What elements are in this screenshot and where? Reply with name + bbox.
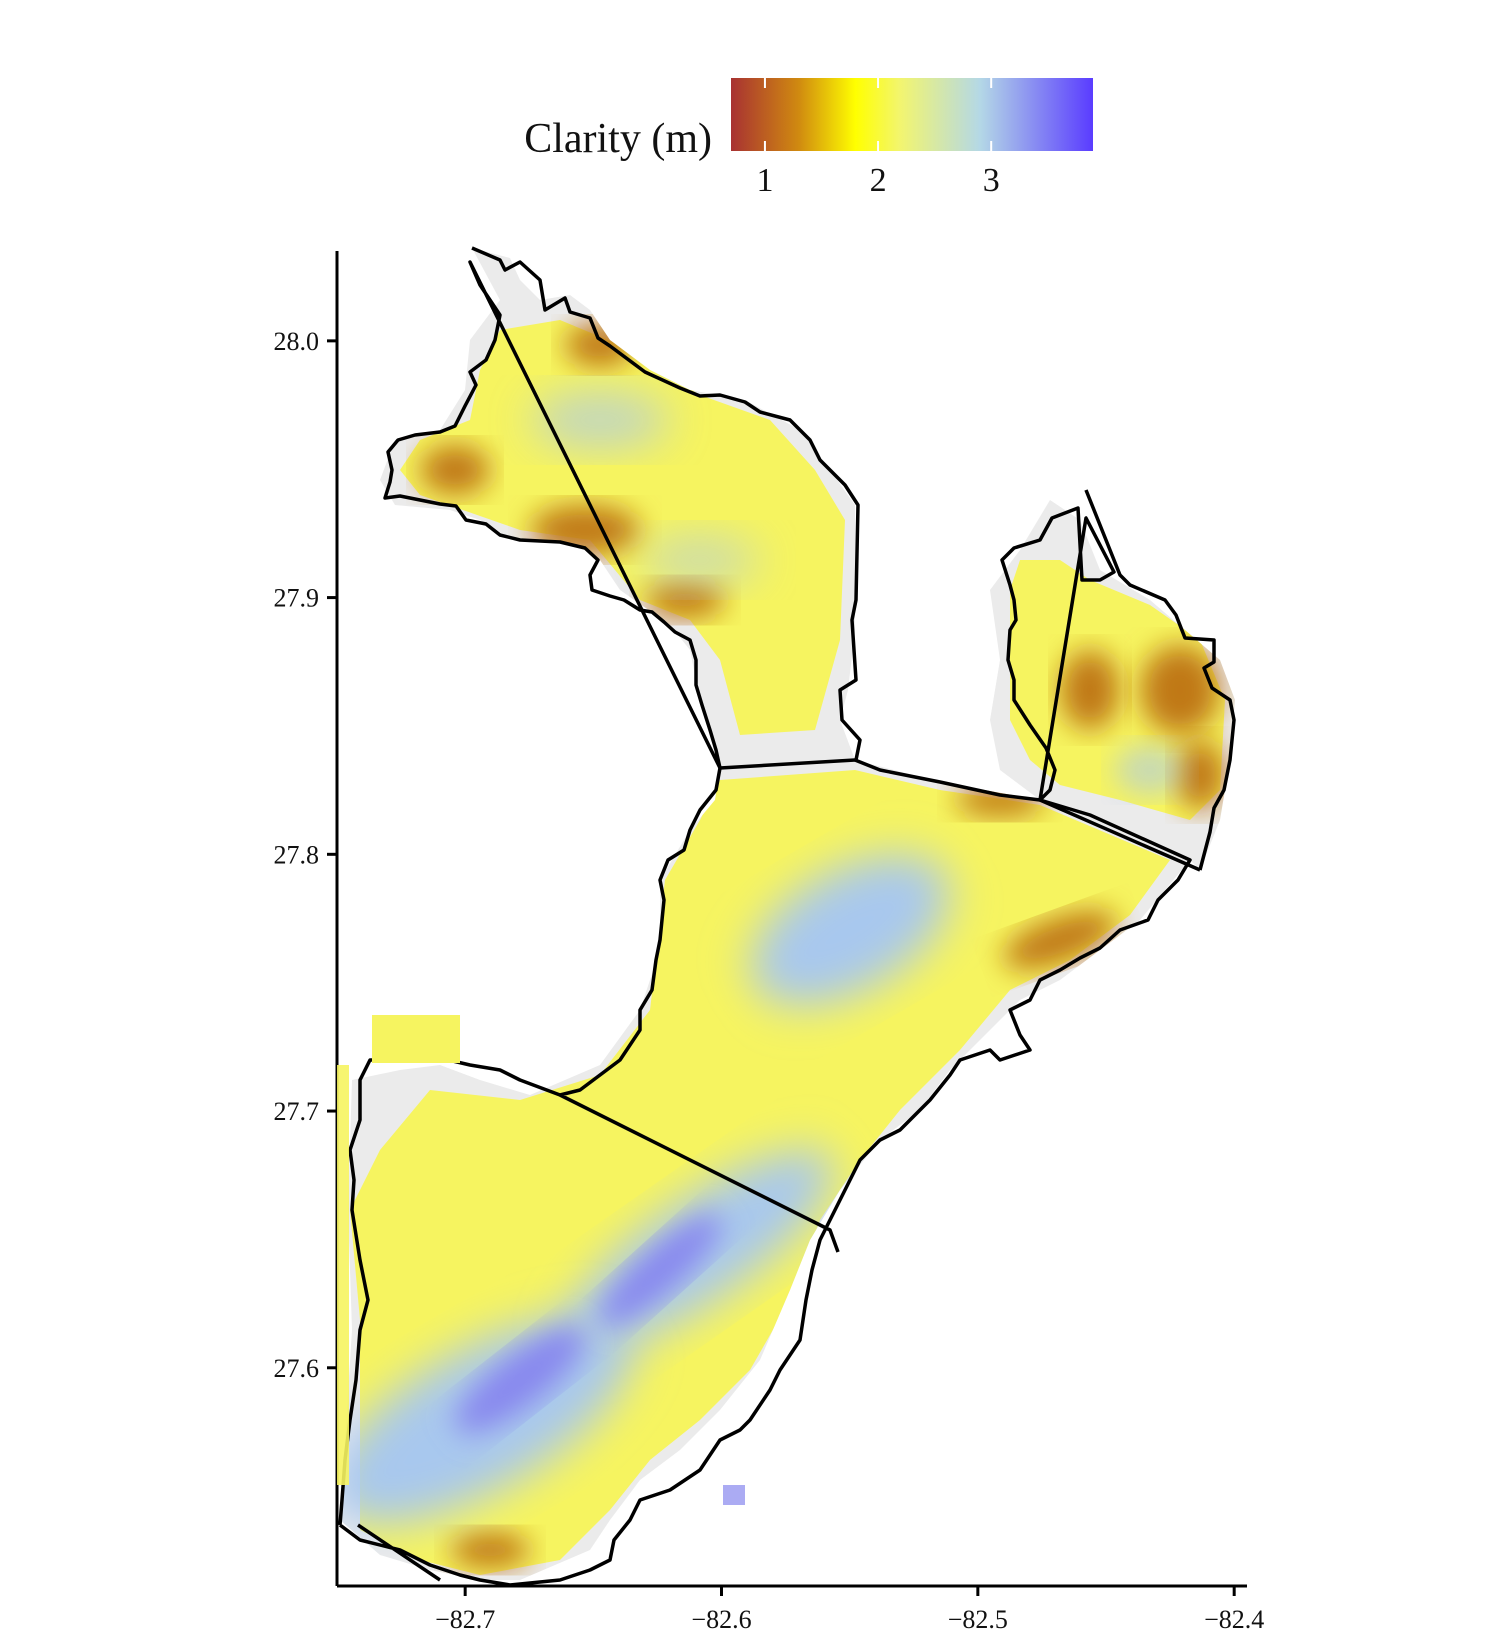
boundary-main [338,758,1192,1587]
region-main [338,758,1201,1587]
legend-ticks: 1 2 3 [756,78,1000,199]
y-tick-label: 27.8 [274,840,320,869]
low-clarity-patch [420,445,490,495]
region-north [380,246,862,770]
low-clarity-patch [1060,650,1120,730]
high-clarity-patch [640,535,760,585]
offshore-patches [337,1015,745,1505]
boundary-mid-divider [719,758,1201,872]
region-east [990,489,1236,871]
highest-clarity-patch [454,1326,586,1434]
high-clarity-patch [1115,745,1185,795]
low-clarity-patch [1003,910,1117,970]
legend-title: Clarity (m) [524,116,712,162]
x-tick-label: −82.4 [1204,1605,1264,1634]
low-clarity-patch [645,582,725,618]
offshore-patch [723,1485,745,1505]
y-tick-label: 27.6 [274,1354,320,1383]
high-clarity-patch [750,854,950,1006]
x-tick-label: −82.6 [691,1605,751,1634]
boundary-east [1000,489,1236,871]
highest-clarity-patch [598,1214,722,1326]
low-clarity-patch [565,323,635,367]
high-clarity-patch [530,392,670,448]
low-clarity-patch [1175,740,1225,810]
map-body [337,246,1236,1587]
legend-colorbar [731,78,1093,151]
boundary-north [383,246,862,770]
offshore-patch [372,1015,460,1063]
legend: Clarity (m) 1 2 3 [524,78,1093,199]
y-tick-label: 27.7 [274,1097,320,1126]
low-clarity-patch [1140,645,1220,735]
offshore-patch [337,1065,349,1485]
legend-tick-label: 1 [756,162,773,199]
x-tick-label: −82.7 [435,1605,495,1634]
low-clarity-patch [450,1532,530,1568]
y-tick-label: 28.0 [274,327,320,356]
x-tick-label: −82.5 [948,1605,1008,1634]
x-axis-ticks: −82.7 −82.6 −82.5 −82.4 [435,1586,1264,1634]
y-tick-label: 27.9 [274,584,320,613]
y-axis-ticks: 27.6 27.7 27.8 27.9 28.0 [274,327,337,1383]
axes: 27.627.727.827.928.0 −82.7 −82.6 −82.5 −82.… [274,251,1264,1634]
legend-tick-label: 2 [870,162,887,199]
legend-tick-label: 3 [983,162,1000,199]
